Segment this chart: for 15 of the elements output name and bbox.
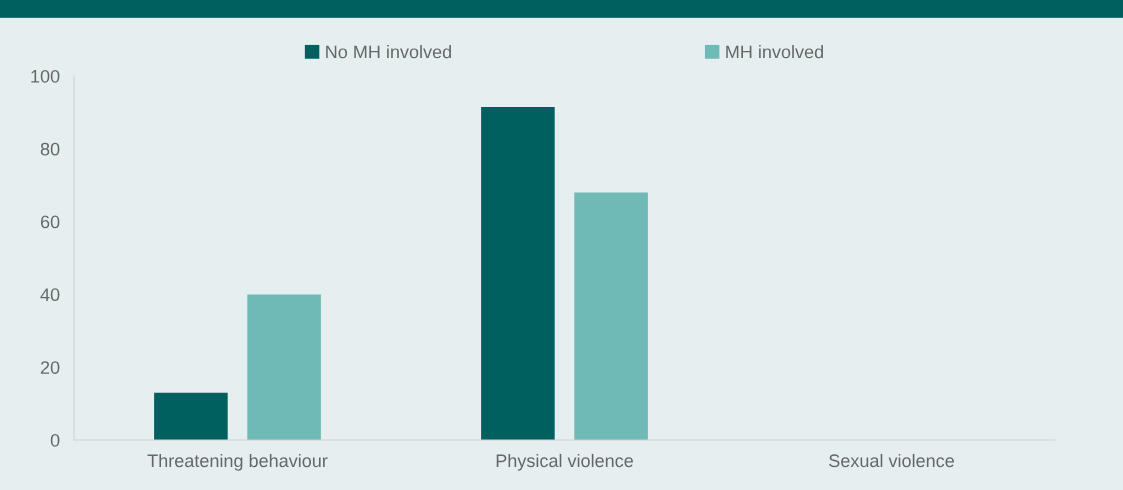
legend-label: MH involved [726, 45, 823, 59]
legend-label: No MH involved [326, 45, 451, 59]
y-tick-label: 20 [40, 361, 60, 374]
y-tick-label: 60 [40, 215, 60, 229]
x-tick-label: Sexual violence [829, 453, 954, 468]
y-tick-label: 40 [40, 288, 60, 302]
x-tick-label: Threatening behaviour [147, 453, 328, 471]
y-tick-label: 100 [31, 69, 60, 83]
y-tick-label: 0 [50, 433, 60, 447]
x-tick-label: Physical violence [496, 453, 633, 471]
bar [481, 106, 555, 440]
bar [154, 392, 228, 440]
bar [574, 192, 648, 440]
bar [247, 294, 321, 440]
y-tick-label: 80 [40, 142, 60, 156]
